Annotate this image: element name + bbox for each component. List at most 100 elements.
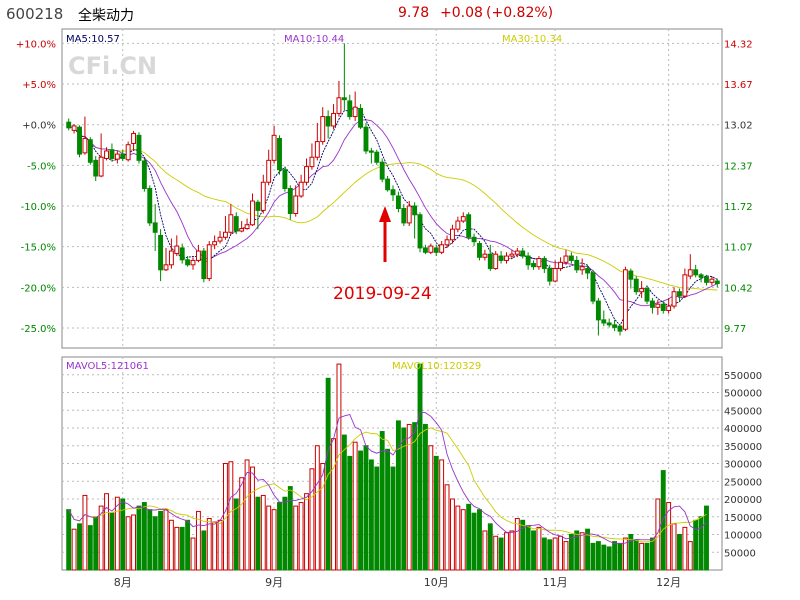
volume-bar — [677, 534, 682, 571]
volume-bar — [239, 477, 245, 571]
candle-up — [579, 266, 585, 271]
volume-bar — [606, 546, 612, 571]
volume-bar — [487, 523, 493, 571]
candle-down — [417, 214, 423, 249]
right-price-tick: 9.77 — [724, 324, 746, 335]
volume-bar — [612, 541, 618, 571]
candle-down — [547, 268, 553, 282]
candle-up — [250, 200, 255, 226]
stock-price: 9.78 — [398, 5, 430, 21]
volume-bar — [331, 438, 336, 571]
annotation-date: 2019-09-24 — [333, 284, 432, 304]
stock-change: +0.08 — [440, 5, 483, 21]
legend-ma10: MA10:10.44 — [284, 34, 344, 45]
volume-bar — [223, 463, 228, 571]
candle-down — [325, 116, 331, 127]
candle-down — [466, 214, 472, 238]
volume-bar — [195, 510, 201, 571]
candle-down — [87, 139, 93, 163]
volume-bar — [250, 466, 255, 571]
candle-down — [590, 272, 596, 302]
volume-bar — [314, 445, 320, 571]
left-percent-tick: -20.0% — [21, 283, 56, 294]
volume-bar — [595, 541, 601, 571]
candle-up — [563, 255, 569, 263]
volume-bar — [531, 530, 536, 571]
volume-bar — [336, 363, 342, 571]
volume-bar — [406, 423, 412, 571]
volume-bar — [352, 441, 358, 571]
volume-bar — [563, 541, 569, 571]
volume-bar — [568, 534, 574, 571]
legend-ma5: MA5:10.57 — [66, 34, 120, 45]
price-panel-frame — [61, 28, 723, 349]
volume-bar — [217, 519, 223, 571]
volume-bar — [87, 525, 93, 571]
volume-bar — [206, 518, 212, 571]
volume-bar — [114, 496, 120, 571]
volume-bar — [649, 537, 655, 571]
volume-bar — [109, 512, 115, 571]
right-price-tick: 13.67 — [724, 80, 753, 91]
x-month-label: 12月 — [656, 576, 681, 589]
volume-bar — [574, 530, 580, 571]
candle-up — [125, 144, 131, 161]
volume-bar — [125, 516, 131, 571]
volume-bar — [558, 535, 563, 571]
volume-bar — [698, 516, 704, 571]
volume-bar — [460, 509, 466, 571]
volume-bar — [682, 526, 688, 571]
x-month-label: 11月 — [543, 576, 568, 589]
candle-up — [666, 305, 672, 311]
volume-bar — [509, 530, 515, 571]
volume-bar — [320, 463, 326, 571]
candle-up — [190, 259, 196, 266]
candle-down — [77, 126, 82, 155]
volume-bar — [168, 519, 174, 571]
candle-up — [266, 159, 272, 183]
candle-down — [628, 270, 634, 280]
volume-bar — [287, 486, 293, 571]
candle-up — [168, 250, 174, 266]
candle-down — [395, 195, 401, 210]
volume-bar — [455, 505, 461, 571]
volume-bar — [704, 505, 709, 571]
candle-down — [698, 274, 704, 278]
volume-bar — [590, 542, 596, 571]
watermark: CFi.CN — [68, 52, 157, 80]
candle-up — [98, 156, 104, 177]
volume-bar — [628, 534, 634, 571]
volume-bar — [271, 509, 277, 571]
left-percent-tick: -5.0% — [27, 161, 56, 172]
volume-bar — [174, 526, 180, 571]
candle-down — [379, 161, 385, 180]
candle-up — [244, 224, 250, 230]
candle-down — [531, 263, 536, 268]
candle-up — [709, 278, 715, 283]
candle-down — [390, 189, 396, 196]
right-price-tick: 11.72 — [724, 202, 753, 213]
mavol5-line — [68, 411, 707, 545]
volume-bar — [639, 542, 645, 571]
volume-bar — [379, 431, 385, 571]
volume-bar — [450, 498, 455, 571]
volume-bar — [687, 541, 693, 571]
candle-up — [504, 255, 509, 261]
volume-bar — [482, 530, 488, 571]
candle-down — [282, 169, 288, 189]
volume-bar — [422, 423, 428, 571]
candle-down — [287, 188, 293, 215]
candle-down — [595, 300, 601, 321]
volume-bar — [477, 509, 482, 571]
volume-bar — [212, 521, 218, 571]
volume-bar — [633, 539, 639, 571]
candle-down — [574, 259, 580, 271]
volume-bar — [644, 542, 650, 571]
volume-bar — [471, 512, 477, 571]
volume-bar — [347, 455, 353, 571]
left-percent-tick: -15.0% — [21, 243, 56, 254]
candle-down — [136, 134, 142, 161]
candle-up — [444, 239, 450, 246]
candle-up — [320, 116, 326, 143]
candle-down — [341, 97, 347, 101]
